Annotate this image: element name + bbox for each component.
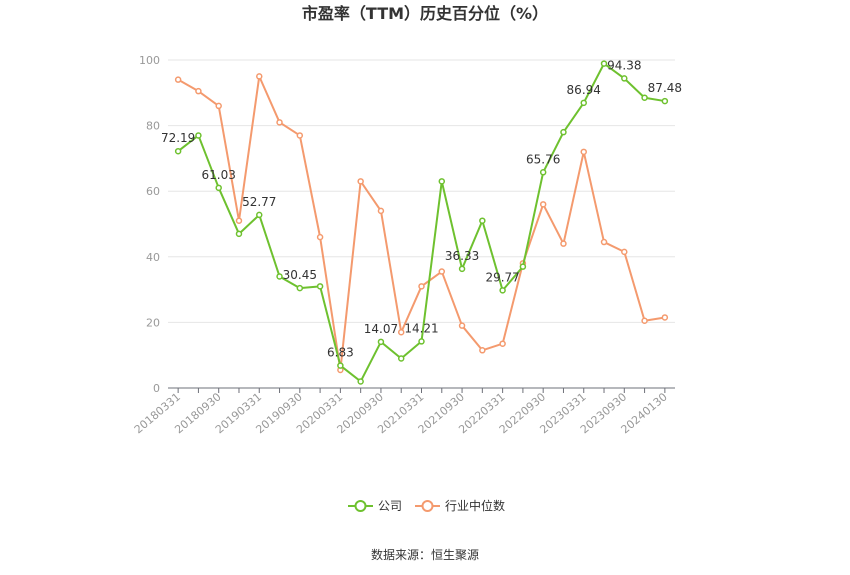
data-label: 6.83	[327, 346, 354, 360]
series-0	[174, 60, 669, 385]
series-layer	[174, 60, 669, 385]
legend-marker	[354, 500, 367, 512]
data-point	[600, 60, 608, 67]
legend-item-0[interactable]: 公司	[348, 499, 402, 513]
data-point	[479, 347, 486, 354]
data-point	[458, 265, 466, 273]
data-point	[296, 132, 304, 139]
data-label: 36.33	[445, 249, 479, 263]
data-point	[479, 217, 486, 224]
data-label: 94.38	[607, 58, 641, 72]
y-tick-label: 20	[146, 316, 160, 329]
y-tick-label: 100	[139, 54, 160, 67]
data-point	[397, 355, 405, 362]
data-point	[377, 338, 385, 346]
data-point	[600, 238, 608, 246]
chart-title: 市盈率（TTM）历史百分位（%）	[302, 4, 548, 23]
data-label: 14.21	[404, 321, 438, 335]
data-label: 14.07	[364, 322, 398, 336]
data-point	[641, 317, 648, 325]
data-label: 29.77	[485, 270, 519, 284]
legend[interactable]: 公司 行业中位数	[348, 498, 505, 513]
data-point	[256, 211, 263, 219]
data-point	[215, 184, 222, 192]
data-label: 86.94	[567, 83, 601, 97]
data-point	[174, 147, 182, 155]
data-point	[377, 207, 385, 215]
data-point	[316, 233, 324, 241]
data-point	[438, 178, 446, 185]
data-point	[397, 328, 405, 336]
data-point	[621, 75, 628, 82]
data-point	[499, 340, 506, 347]
data-point	[235, 230, 243, 238]
data-point	[418, 338, 425, 345]
data-point	[641, 94, 648, 101]
data-point	[418, 283, 425, 290]
data-point	[316, 283, 324, 290]
y-tick-label: 0	[153, 382, 160, 395]
data-point	[276, 273, 283, 280]
data-point	[661, 97, 669, 105]
data-label: 87.48	[648, 81, 682, 95]
data-point	[539, 201, 547, 208]
y-tick-label: 40	[146, 251, 160, 264]
legend-label: 公司	[378, 499, 402, 513]
data-point	[519, 263, 527, 270]
data-point	[357, 378, 364, 385]
data-point	[458, 322, 466, 329]
legend-marker	[421, 500, 434, 512]
y-tick-label: 60	[146, 185, 160, 198]
data-point	[296, 284, 304, 292]
data-point	[580, 99, 587, 107]
data-label: 65.76	[526, 152, 560, 166]
legend-label: 行业中位数	[445, 498, 505, 513]
data-label: 72.19	[161, 131, 195, 145]
data-point	[580, 148, 587, 156]
data-point	[276, 119, 283, 126]
data-point	[539, 169, 547, 176]
data-label: 52.77	[242, 195, 276, 209]
data-point	[195, 132, 202, 139]
data-point	[621, 248, 628, 256]
data-point	[174, 76, 182, 83]
data-point	[661, 314, 669, 321]
data-point	[357, 178, 364, 185]
x-axis: 2018033120180930201903312019093020200331…	[132, 387, 675, 436]
data-point	[337, 362, 344, 369]
data-point	[195, 87, 202, 95]
data-label: 61.03	[202, 168, 236, 182]
data-label: 30.45	[283, 268, 317, 282]
data-point	[499, 287, 506, 294]
data-point	[560, 240, 567, 247]
legend-item-1[interactable]: 行业中位数	[415, 498, 505, 513]
data-labels: 72.19 61.03 52.77 30.45 6.83 14.07 14.21 36.33 2…	[161, 58, 682, 359]
y-tick-label: 80	[146, 120, 160, 133]
data-point	[560, 128, 567, 136]
source-text: 数据来源：恒生聚源	[371, 547, 479, 562]
data-point	[256, 73, 263, 80]
y-axis: 0 20 40 60 80 100	[139, 54, 160, 395]
data-point	[438, 268, 446, 275]
data-point	[235, 217, 243, 224]
data-point	[215, 102, 222, 110]
